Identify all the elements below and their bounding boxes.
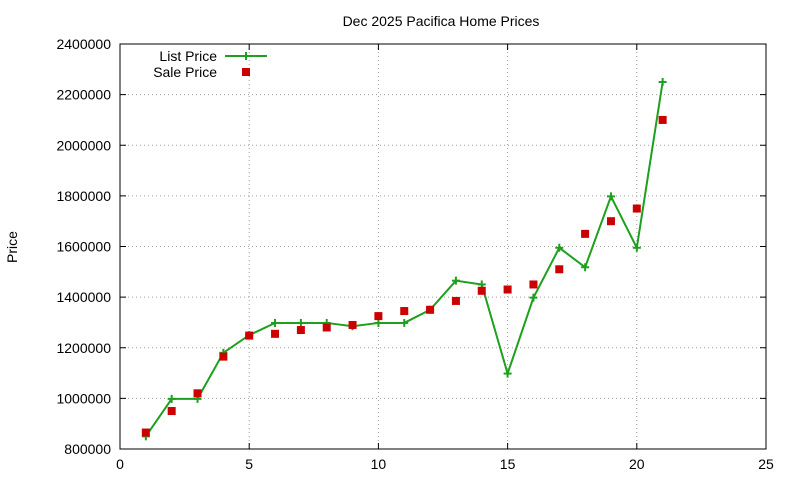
data-point-list-price [606, 192, 615, 201]
data-point-sale-price [529, 280, 538, 289]
data-point-sale-price [219, 352, 228, 361]
legend-square-swatch [242, 68, 250, 76]
data-point-sale-price [271, 329, 280, 338]
x-tick-label: 5 [245, 456, 253, 472]
data-point-list-price [451, 276, 460, 285]
data-point-list-price [529, 293, 538, 302]
data-point-list-price [555, 243, 564, 252]
y-tick-label: 800000 [64, 441, 111, 457]
data-point-list-price [167, 394, 176, 403]
y-tick-label: 2000000 [56, 137, 111, 153]
y-tick-label: 2400000 [56, 36, 111, 52]
y-tick-label: 2200000 [56, 87, 111, 103]
data-point-sale-price [477, 286, 486, 295]
x-tick-label: 20 [629, 456, 645, 472]
x-tick-label: 15 [500, 456, 516, 472]
data-point-sale-price [141, 428, 150, 437]
grid-lines [120, 44, 766, 449]
data-point-sale-price [245, 331, 254, 340]
data-point-list-price [632, 243, 641, 252]
x-tick-label: 10 [371, 456, 387, 472]
data-series [141, 77, 667, 441]
series-sale-price [141, 115, 667, 437]
data-point-list-price [400, 318, 409, 327]
y-axis-label: Price [4, 231, 20, 263]
data-point-list-price [374, 318, 383, 327]
data-point-sale-price [426, 305, 435, 314]
x-tick-label: 25 [758, 456, 774, 472]
legend-plus-swatch [242, 52, 250, 60]
data-point-sale-price [193, 389, 202, 398]
chart-title: Dec 2025 Pacifica Home Prices [343, 13, 540, 29]
y-tick-label: 1200000 [56, 340, 111, 356]
legend-label: List Price [159, 48, 217, 64]
legend-label: Sale Price [153, 64, 217, 80]
data-point-sale-price [296, 326, 305, 335]
data-point-sale-price [322, 323, 331, 332]
y-tick-label: 1600000 [56, 239, 111, 255]
data-point-sale-price [632, 204, 641, 213]
data-point-sale-price [374, 312, 383, 321]
data-point-sale-price [658, 115, 667, 124]
data-point-sale-price [555, 265, 564, 274]
y-tick-label: 1400000 [56, 289, 111, 305]
series-line [145, 81, 664, 437]
data-point-sale-price [503, 285, 512, 294]
data-point-list-price [658, 77, 667, 86]
data-point-sale-price [581, 229, 590, 238]
data-point-sale-price [167, 407, 176, 416]
y-tick-label: 1800000 [56, 188, 111, 204]
data-point-sale-price [606, 217, 615, 226]
axis-ticks: 0 5 10 15 20 25 800000 1000000 1200000 1400000 160… [56, 36, 774, 472]
data-point-list-price [581, 263, 590, 272]
data-point-list-price [296, 318, 305, 327]
data-point-list-price [503, 369, 512, 378]
data-point-list-price [271, 318, 280, 327]
y-tick-label: 1000000 [56, 390, 111, 406]
data-point-sale-price [451, 296, 460, 305]
data-point-sale-price [348, 320, 357, 329]
x-tick-label: 0 [116, 456, 124, 472]
data-point-sale-price [400, 307, 409, 316]
series-list-price [141, 77, 667, 441]
